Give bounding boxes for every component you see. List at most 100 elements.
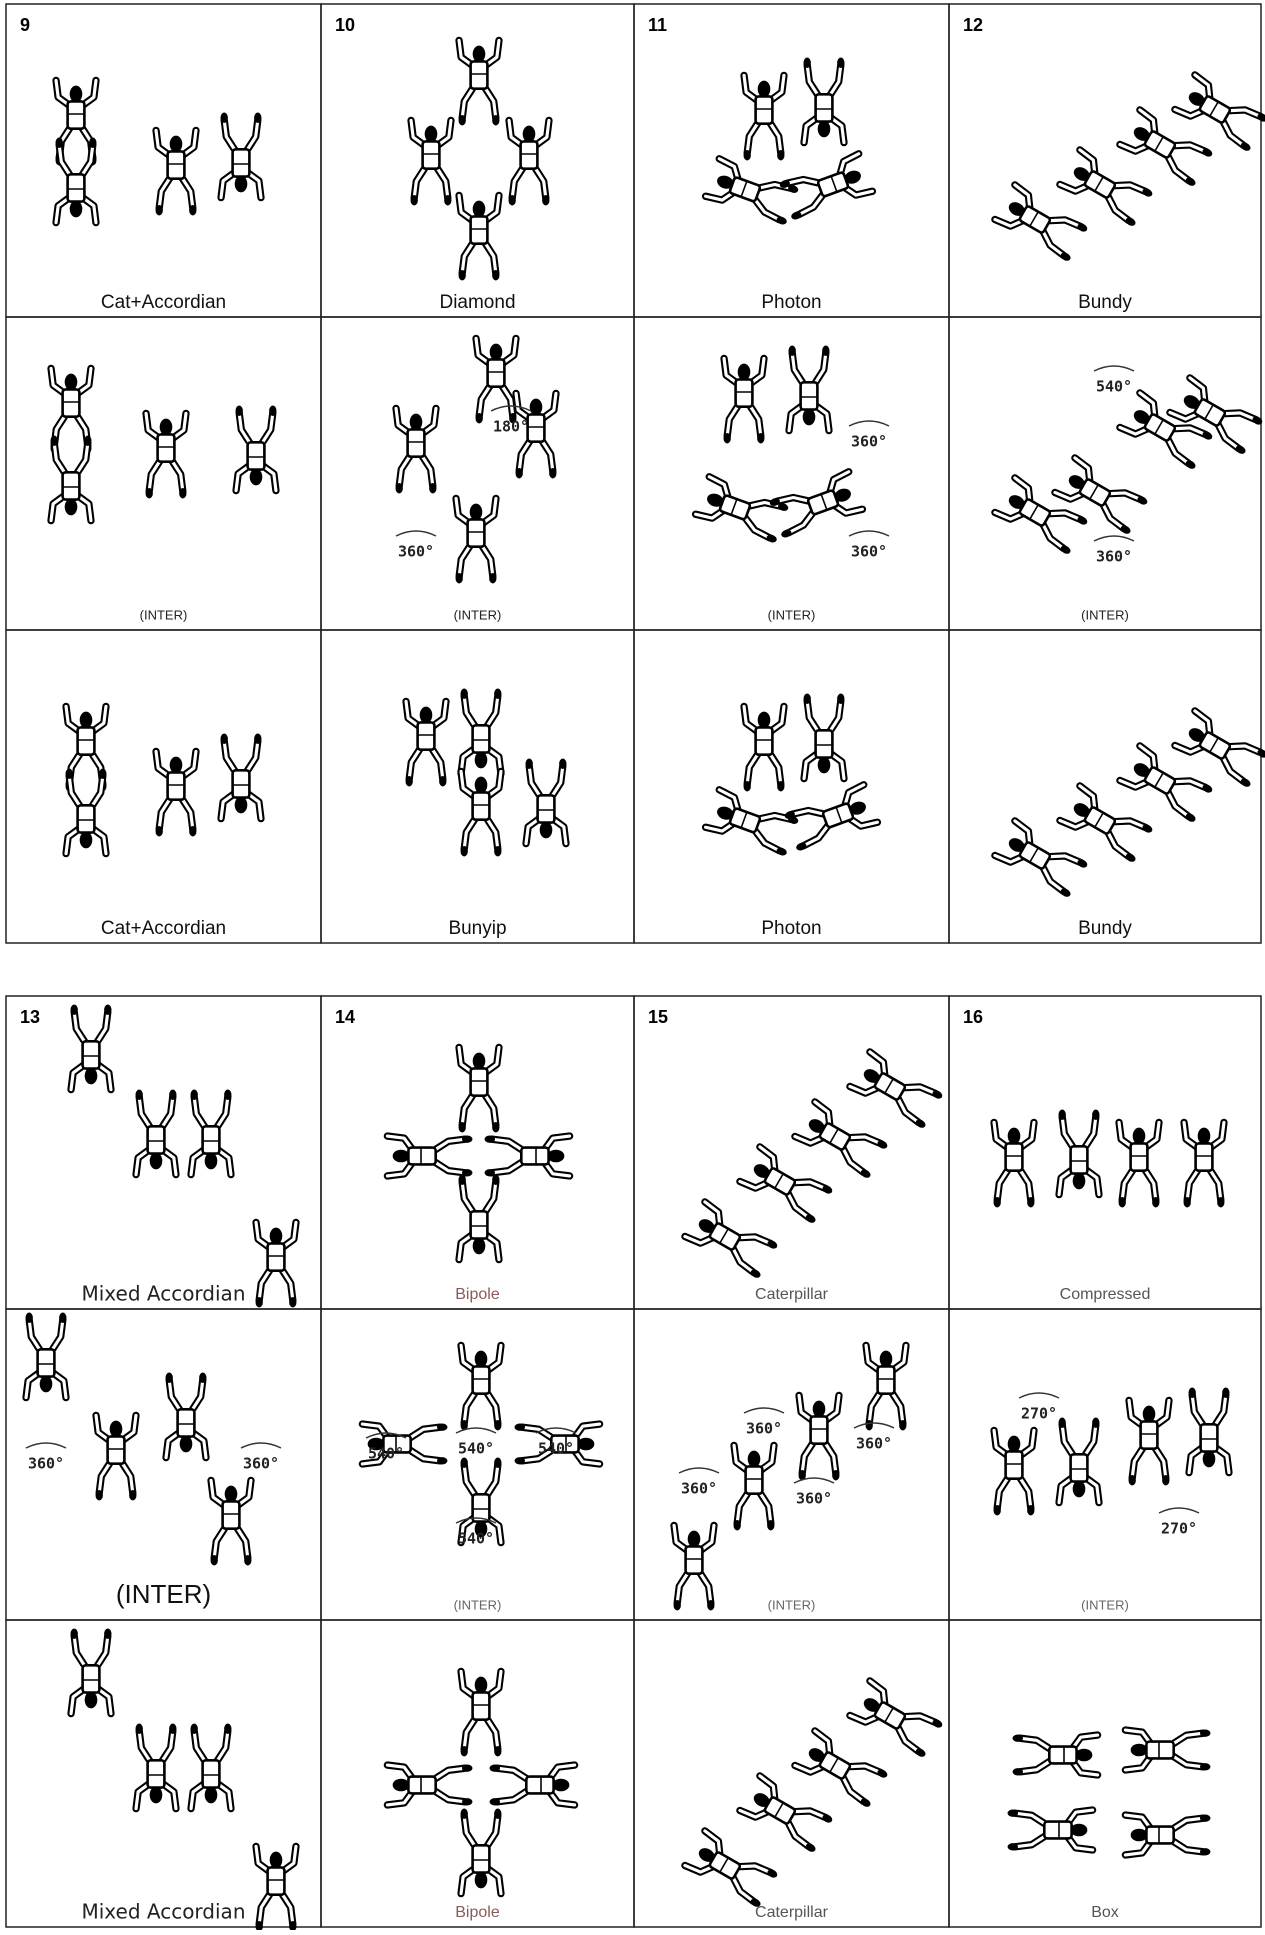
limb-inner (732, 1443, 750, 1473)
formation-number: 12 (963, 15, 983, 35)
limb-inner (429, 746, 445, 781)
head (577, 1437, 595, 1451)
head (249, 468, 263, 486)
limb-inner (768, 73, 786, 103)
skydiver (132, 1089, 180, 1179)
limb-inner (1170, 426, 1208, 437)
rotation-label: 360° (746, 1420, 782, 1438)
limb-inner (49, 493, 67, 523)
limb-inner (482, 240, 498, 275)
foot (1202, 148, 1213, 157)
formation-cell: (INTER) 540° 540° 540° 540° (320, 1308, 635, 1621)
head (474, 1676, 488, 1694)
limb-inner (813, 1100, 832, 1128)
foot (542, 194, 550, 206)
foot (494, 1745, 502, 1757)
head (234, 796, 248, 814)
torso (814, 728, 834, 759)
foot (837, 57, 845, 69)
head (474, 1350, 488, 1368)
limb-inner (514, 391, 532, 421)
limb-inner (485, 1866, 503, 1896)
foot (269, 405, 277, 417)
limb-inner (147, 458, 163, 493)
foot (189, 204, 197, 216)
limb-inner (430, 699, 448, 729)
limb-inner (547, 1763, 577, 1781)
skydiver (383, 1132, 473, 1180)
skydiver (670, 1521, 718, 1611)
formation-cell: (INTER) 180° 360° (320, 316, 635, 631)
limb-inner (1013, 476, 1032, 504)
head (64, 373, 78, 391)
rotation-label: 360° (28, 1455, 64, 1473)
skydiver (457, 688, 505, 778)
limb-inner (828, 115, 846, 145)
skydiver (187, 1723, 235, 1813)
formation-cell: Box (948, 1619, 1262, 1928)
limb-inner (1187, 1445, 1205, 1475)
foot (244, 1554, 252, 1566)
rotation-label: 360° (851, 543, 887, 561)
torso (524, 1775, 555, 1795)
harness (829, 1128, 839, 1144)
foot (405, 775, 413, 787)
formation-cell: Cat+Accordian (5, 629, 322, 944)
limb-inner (1170, 1753, 1205, 1769)
foot (99, 768, 107, 780)
torso (471, 723, 491, 754)
head (69, 85, 83, 103)
torso (718, 494, 752, 521)
torso (416, 721, 436, 752)
limb-inner (1165, 436, 1191, 466)
head (1008, 838, 1025, 852)
foot (788, 345, 796, 357)
limb-inner (1207, 1167, 1223, 1202)
limb-inner (790, 808, 827, 816)
formation-cell: (INTER) 270° 270° (948, 1308, 1262, 1621)
inter-label: (INTER) (768, 607, 816, 622)
foot (915, 1119, 926, 1128)
limb-inner (767, 751, 783, 786)
skydiver (795, 1391, 843, 1481)
limb-inner (1105, 829, 1131, 859)
limb-inner (900, 1714, 938, 1725)
limb-inner (717, 788, 740, 813)
foot (455, 572, 463, 584)
cell-border (948, 995, 1262, 1310)
foot (822, 345, 830, 357)
foot (509, 412, 517, 424)
limb-inner (483, 1232, 501, 1262)
foot (1235, 445, 1246, 454)
limb-inner (1040, 521, 1066, 551)
head (1072, 1480, 1086, 1498)
limb-inner (189, 1781, 207, 1811)
limb-inner (407, 746, 423, 781)
rotation-label: 360° (851, 433, 887, 451)
limb-inner (485, 1669, 503, 1699)
limb-inner (75, 366, 93, 396)
limb-inner (237, 411, 253, 446)
limb-inner (462, 694, 478, 729)
limb-inner (95, 1062, 113, 1092)
limb-inner (160, 1147, 178, 1177)
limb-inner (800, 1440, 816, 1475)
torso (66, 100, 86, 131)
limb-inner (703, 1829, 722, 1857)
foot (707, 1599, 715, 1611)
limb-inner (790, 351, 806, 386)
foot (494, 1808, 502, 1820)
foot (484, 1169, 496, 1177)
head (367, 1437, 385, 1451)
foot (860, 1798, 871, 1807)
rotation-arrow (240, 1442, 282, 1449)
head (529, 398, 543, 416)
limb-inner (74, 441, 90, 476)
head (1068, 475, 1085, 489)
limb-inner (1078, 784, 1097, 812)
limb-inner (484, 1814, 500, 1849)
rotation-label: 360° (796, 1490, 832, 1508)
torso (536, 793, 556, 824)
